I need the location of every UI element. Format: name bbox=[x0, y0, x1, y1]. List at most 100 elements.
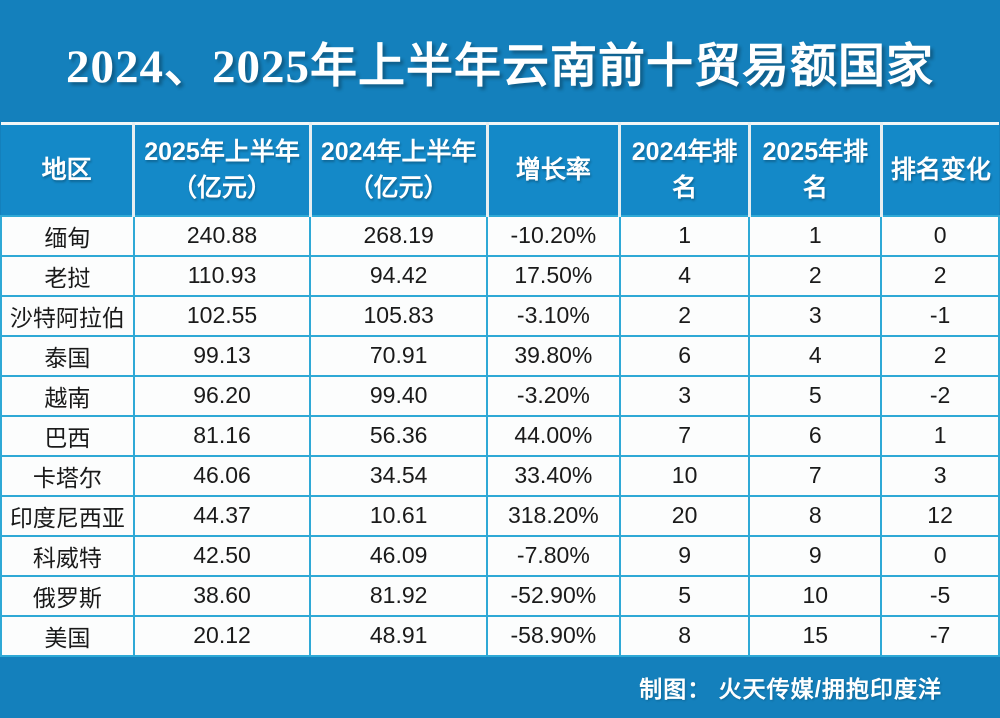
cell-region: 沙特阿拉伯 bbox=[0, 294, 135, 337]
table-row: 泰国 99.13 70.91 39.80% 6 4 2 bbox=[0, 334, 1000, 377]
table-cell: -1 bbox=[880, 294, 1000, 337]
table-cell: 3 bbox=[880, 454, 1000, 497]
table-cell: -7 bbox=[880, 614, 1000, 657]
table-row: 巴西 81.16 56.36 44.00% 7 6 1 bbox=[0, 414, 1000, 457]
table-cell: 5 bbox=[618, 574, 751, 617]
table-cell: 2 bbox=[880, 254, 1000, 297]
table-cell: 39.80% bbox=[486, 334, 621, 377]
table-cell: -52.90% bbox=[486, 574, 621, 617]
column-header-0: 地区 bbox=[1, 123, 136, 216]
table-cell: 7 bbox=[748, 454, 883, 497]
table-cell: 56.36 bbox=[309, 414, 488, 457]
cell-region: 卡塔尔 bbox=[0, 454, 135, 497]
table-cell: 99.40 bbox=[309, 374, 488, 417]
title-band: 2024、2025年上半年云南前十贸易额国家 bbox=[0, 0, 1000, 122]
table-cell: 48.91 bbox=[309, 614, 488, 657]
table-cell: 33.40% bbox=[486, 454, 621, 497]
column-header-line: 2024年上半年 bbox=[320, 137, 477, 166]
column-header-2: 2024年上半年 （亿元） bbox=[308, 123, 489, 216]
table-cell: 94.42 bbox=[309, 254, 488, 297]
column-header-5: 2025年排名 bbox=[747, 123, 883, 216]
cell-region: 越南 bbox=[0, 374, 135, 417]
table-cell: 10.61 bbox=[309, 494, 488, 537]
table-cell: -10.20% bbox=[486, 214, 621, 257]
table-cell: 15 bbox=[748, 614, 883, 657]
table-cell: 2 bbox=[618, 294, 751, 337]
table-cell: -3.10% bbox=[486, 294, 621, 337]
table-cell: 3 bbox=[748, 294, 883, 337]
table-cell: 20.12 bbox=[132, 614, 312, 657]
table-cell: 7 bbox=[618, 414, 751, 457]
table-cell: 38.60 bbox=[132, 574, 312, 617]
table-cell: -7.80% bbox=[486, 534, 621, 577]
table-cell: 240.88 bbox=[132, 214, 312, 257]
table-cell: -58.90% bbox=[486, 614, 621, 657]
column-header-3: 增长率 bbox=[485, 123, 622, 216]
table-cell: 0 bbox=[880, 214, 1000, 257]
table-cell: 102.55 bbox=[132, 294, 312, 337]
footer-band: 制图： 火天传媒/拥抱印度洋 bbox=[0, 657, 1000, 718]
table-cell: 96.20 bbox=[132, 374, 312, 417]
table-cell: 1 bbox=[618, 214, 751, 257]
table-cell: 1 bbox=[880, 414, 1000, 457]
table-cell: 46.09 bbox=[309, 534, 488, 577]
table-row: 卡塔尔 46.06 34.54 33.40% 10 7 3 bbox=[0, 454, 1000, 497]
table-header: 地区 2025年上半年 （亿元） 2024年上半年 （亿元） 增长率 2024年排名 2025… bbox=[1, 123, 999, 216]
column-header-line: 增长率 bbox=[515, 155, 591, 184]
table-cell: 9 bbox=[618, 534, 751, 577]
table-cell: 0 bbox=[880, 534, 1000, 577]
column-header-6: 排名变化 bbox=[879, 123, 999, 216]
table-cell: 1 bbox=[748, 214, 883, 257]
table-cell: 110.93 bbox=[132, 254, 312, 297]
table-cell: 17.50% bbox=[486, 254, 621, 297]
table-cell: 70.91 bbox=[309, 334, 488, 377]
table-cell: 2 bbox=[748, 254, 883, 297]
column-header-line: 排名变化 bbox=[890, 155, 991, 184]
column-header-line: 地区 bbox=[41, 155, 92, 184]
cell-region: 科威特 bbox=[0, 534, 135, 577]
table-cell: 34.54 bbox=[309, 454, 488, 497]
column-header-4: 2024年排名 bbox=[618, 123, 751, 216]
cell-region: 印度尼西亚 bbox=[0, 494, 135, 537]
table-cell: 42.50 bbox=[132, 534, 312, 577]
table-cell: 318.20% bbox=[486, 494, 621, 537]
column-header-1: 2025年上半年 （亿元） bbox=[132, 123, 312, 216]
table-cell: 44.00% bbox=[486, 414, 621, 457]
cell-region: 老挝 bbox=[0, 254, 135, 297]
table-cell: 8 bbox=[618, 614, 751, 657]
table-cell: 8 bbox=[748, 494, 883, 537]
column-header-line: 2025年上半年 bbox=[144, 137, 300, 166]
table-cell: 4 bbox=[618, 254, 751, 297]
table-cell: -2 bbox=[880, 374, 1000, 417]
header-row: 地区 2025年上半年 （亿元） 2024年上半年 （亿元） 增长率 2024年排名 2025… bbox=[1, 123, 999, 216]
table-row: 俄罗斯 38.60 81.92 -52.90% 5 10 -5 bbox=[0, 574, 1000, 617]
table-cell: 81.16 bbox=[132, 414, 312, 457]
table-row: 印度尼西亚 44.37 10.61 318.20% 20 8 12 bbox=[0, 494, 1000, 537]
trade-table: 地区 2025年上半年 （亿元） 2024年上半年 （亿元） 增长率 2024年排名 2025… bbox=[0, 122, 1000, 657]
table-row: 沙特阿拉伯 102.55 105.83 -3.10% 2 3 -1 bbox=[0, 294, 1000, 337]
table-cell: 5 bbox=[748, 374, 883, 417]
table-cell: 3 bbox=[618, 374, 751, 417]
footer-credit: 制图： 火天传媒/拥抱印度洋 bbox=[639, 676, 942, 703]
cell-region: 缅甸 bbox=[0, 214, 135, 257]
cell-region: 巴西 bbox=[0, 414, 135, 457]
cell-region: 美国 bbox=[0, 614, 135, 657]
table-cell: 4 bbox=[748, 334, 883, 377]
table-cell: 10 bbox=[618, 454, 751, 497]
table-cell: 20 bbox=[618, 494, 751, 537]
table-row: 科威特 42.50 46.09 -7.80% 9 9 0 bbox=[0, 534, 1000, 577]
column-header-line: （亿元） bbox=[172, 173, 273, 202]
table-cell: 10 bbox=[748, 574, 883, 617]
column-header-line: （亿元） bbox=[348, 173, 449, 202]
table-cell: 2 bbox=[880, 334, 1000, 377]
table-cell: 6 bbox=[618, 334, 751, 377]
table-cell: -5 bbox=[880, 574, 1000, 617]
cell-region: 泰国 bbox=[0, 334, 135, 377]
table-cell: 268.19 bbox=[309, 214, 488, 257]
cell-region: 俄罗斯 bbox=[0, 574, 135, 617]
page-title: 2024、2025年上半年云南前十贸易额国家 bbox=[66, 40, 934, 93]
table-cell: 99.13 bbox=[132, 334, 312, 377]
table-cell: 105.83 bbox=[309, 294, 488, 337]
table-cell: 46.06 bbox=[132, 454, 312, 497]
